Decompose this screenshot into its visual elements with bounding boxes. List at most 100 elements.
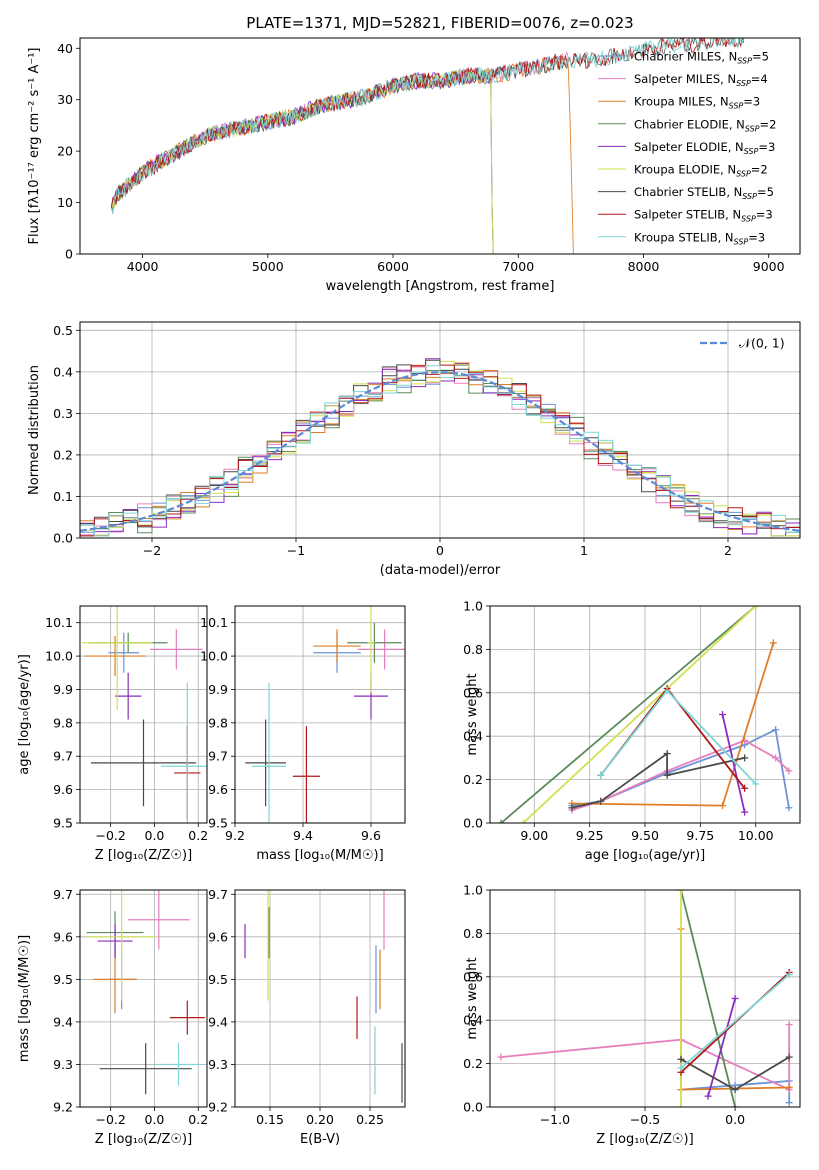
mass-weight-marker bbox=[663, 687, 671, 695]
x-axis-label: Z [log₁₀(Z/Z☉)] bbox=[95, 848, 192, 863]
mass-weight-marker bbox=[663, 750, 671, 758]
y-tick-label: 0.0 bbox=[53, 531, 73, 546]
x-tick-label: 9.25 bbox=[576, 828, 604, 843]
residual-histogram-8 bbox=[80, 365, 800, 537]
spectrum-series-1 bbox=[110, 51, 569, 208]
legend-label: Kroupa STELIB, NSSP=3 bbox=[634, 230, 765, 246]
y-tick-label: 0.6 bbox=[463, 969, 483, 984]
x-tick-label: 2 bbox=[724, 543, 732, 558]
mass-vs-ebv-axes: 0.15 0.20 0.25 9.2 9.3 9.4 9.5 9.6 9.7 E(B-V) bbox=[208, 887, 405, 1147]
legend-label: Kroupa ELODIE, NSSP=2 bbox=[634, 163, 768, 179]
x-tick-label: 9000 bbox=[753, 259, 785, 274]
errorbar-point-6 bbox=[90, 719, 197, 807]
x-tick-label: 0.0 bbox=[145, 828, 165, 843]
mass-weight-line-4 bbox=[721, 714, 746, 813]
age-vs-mass-points-group bbox=[245, 606, 405, 823]
legend-label: Chabrier MILES, NSSP=5 bbox=[634, 50, 769, 66]
y-tick-label: 0.8 bbox=[463, 642, 483, 657]
mass-weight-marker bbox=[752, 606, 760, 610]
y-tick-label: 1.0 bbox=[463, 883, 483, 898]
x-tick-label: 0.2 bbox=[188, 828, 208, 843]
x-tick-label: 7000 bbox=[502, 259, 534, 274]
legend-label: Chabrier ELODIE, NSSP=2 bbox=[634, 117, 776, 133]
y-tick-label: 0.4 bbox=[53, 364, 73, 379]
mass-vs-ebv-frame bbox=[234, 889, 406, 1108]
x-tick-label: 0 bbox=[436, 543, 444, 558]
y-tick-label: 0.6 bbox=[463, 685, 483, 700]
y-tick-label: 9.6 bbox=[53, 929, 73, 944]
legend-label: Salpeter ELODIE, NSSP=3 bbox=[634, 140, 775, 156]
age-vs-Z-points-group bbox=[82, 606, 207, 823]
y-tick-label: 0.4 bbox=[463, 1013, 483, 1028]
errorbar-point-1 bbox=[357, 629, 405, 670]
mass-weight-marker bbox=[677, 1064, 685, 1072]
x-axis-label: E(B-V) bbox=[300, 1132, 340, 1147]
y-tick-label: 0.2 bbox=[463, 772, 483, 787]
y-tick-label: 9.6 bbox=[53, 782, 73, 797]
y-tick-label: 9.5 bbox=[53, 816, 73, 831]
x-axis-label: age [log₁₀(age/yr)] bbox=[585, 848, 706, 863]
x-tick-label: 9.2 bbox=[225, 828, 245, 843]
errorbar-point-8 bbox=[161, 682, 207, 823]
errorbar-point-4 bbox=[115, 672, 142, 720]
mass-weight-marker bbox=[704, 1092, 712, 1100]
x-axis-label: mass [log₁₀(M/M☉)] bbox=[256, 848, 383, 863]
mass-weight-marker bbox=[497, 1053, 505, 1061]
x-tick-label: 9.00 bbox=[520, 828, 548, 843]
gaussian-reference-curve bbox=[80, 371, 800, 532]
mass-weight-marker bbox=[785, 1099, 793, 1107]
y-tick-label: 9.8 bbox=[208, 715, 228, 730]
x-tick-label: 0.20 bbox=[306, 1112, 334, 1127]
legend-label: Kroupa MILES, NSSP=3 bbox=[634, 95, 760, 111]
x-tick-label: −2 bbox=[143, 543, 161, 558]
spectrum-legend: Chabrier MILES, NSSP=5 Salpeter MILES, NS… bbox=[598, 50, 776, 246]
y-tick-label: 9.5 bbox=[208, 972, 228, 987]
mass-weight-line-3 bbox=[500, 606, 757, 823]
mass-vs-Z-points-group bbox=[86, 890, 205, 1095]
y-axis-label: mass weight bbox=[465, 673, 480, 755]
mass-weight-marker bbox=[568, 804, 576, 812]
x-axis-label: Z [log₁₀(Z/Z☉)] bbox=[95, 1132, 192, 1147]
x-tick-label: −0.5 bbox=[630, 1112, 660, 1127]
mass-weight-marker bbox=[519, 819, 527, 823]
x-tick-label: 4000 bbox=[127, 259, 159, 274]
residuals-legend: 𝒩(0, 1) bbox=[700, 336, 785, 351]
mass-weight-marker bbox=[731, 1103, 739, 1107]
x-tick-label: 6000 bbox=[377, 259, 409, 274]
spectrum-series-group bbox=[110, 38, 745, 254]
mass-weight-marker bbox=[785, 767, 793, 775]
x-tick-label: 0.25 bbox=[356, 1112, 384, 1127]
mass-weight-marker bbox=[785, 804, 793, 812]
y-tick-label: 10.0 bbox=[45, 649, 73, 664]
errorbar-point-1 bbox=[128, 890, 190, 950]
mass-weight-marker bbox=[772, 754, 780, 762]
mass-weight-marker bbox=[785, 1053, 793, 1061]
x-tick-label: 9.75 bbox=[686, 828, 714, 843]
mass-weight-marker bbox=[785, 971, 793, 979]
y-tick-label: 10.1 bbox=[45, 615, 73, 630]
mass-weight-marker bbox=[731, 995, 739, 1002]
mass-weight-marker bbox=[772, 726, 780, 734]
y-tick-label: 9.4 bbox=[53, 1014, 73, 1029]
y-tick-label: 9.7 bbox=[53, 887, 73, 902]
y-axis-label: mass weight bbox=[465, 957, 480, 1039]
errorbar-point-3 bbox=[347, 622, 402, 663]
y-tick-label: 0.8 bbox=[463, 926, 483, 941]
errorbar-point-0 bbox=[108, 632, 140, 673]
x-tick-label: 8000 bbox=[628, 259, 660, 274]
errorbar-point-6 bbox=[99, 1043, 192, 1095]
legend-label: Salpeter STELIB, NSSP=3 bbox=[634, 208, 773, 224]
y-tick-label: 40 bbox=[57, 41, 73, 56]
x-tick-label: 9.4 bbox=[293, 828, 313, 843]
y-tick-label: 9.4 bbox=[208, 1014, 228, 1029]
x-axis-label: (data-model)/error bbox=[380, 563, 501, 578]
mass-weight-line-8 bbox=[680, 973, 790, 1069]
mass-weight-marker bbox=[497, 819, 505, 823]
age-vs-Z-axes: −0.2 0.0 0.2 9.5 9.6 9.7 9.8 9.9 10.0 10.1 Z [log₁… bbox=[17, 606, 208, 863]
mass-weight-marker bbox=[719, 802, 726, 810]
x-tick-label: −0.2 bbox=[95, 828, 125, 843]
mass-weight-marker bbox=[741, 754, 749, 762]
residuals-frame bbox=[79, 321, 801, 539]
spectrum-axes: 4000 5000 6000 7000 8000 9000 0 10 20 30 40 wavelen… bbox=[27, 41, 785, 294]
y-tick-label: 9.3 bbox=[208, 1057, 228, 1072]
